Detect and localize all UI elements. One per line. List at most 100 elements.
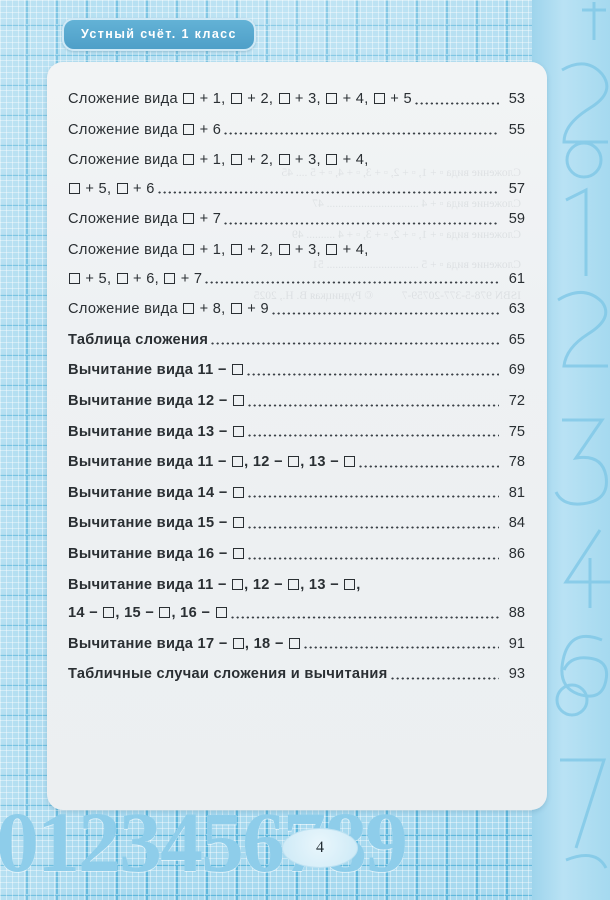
toc-dot-leader	[223, 216, 499, 230]
placeholder-box	[373, 93, 385, 104]
placeholder-box	[230, 243, 242, 255]
placeholder-box	[326, 154, 338, 166]
toc-entry[interactable]: Таблица сложения 65	[68, 325, 525, 356]
placeholder-box	[232, 394, 244, 406]
toc-page-number: 81	[508, 484, 525, 501]
placeholder-box	[232, 637, 244, 649]
toc-page-number: 72	[508, 392, 525, 409]
table-of-contents: Сложение вида + 1, + 2, + 3, + 4, + 5 53 С…	[47, 62, 547, 690]
toc-entry-label: Вычитание вида 14 −	[68, 478, 245, 509]
toc-dot-leader	[246, 551, 499, 565]
toc-entry[interactable]: Сложение вида + 6 55	[68, 115, 525, 146]
toc-entry[interactable]: Вычитание вида 12 − 72	[68, 386, 525, 417]
toc-dot-leader	[413, 96, 499, 110]
toc-entry-label: Вычитание вида 16 −	[68, 539, 245, 570]
placeholder-box	[230, 93, 242, 104]
toc-entry[interactable]: Вычитание вида 11 − 69	[68, 355, 525, 386]
toc-entry-label: + 5, + 6	[68, 174, 155, 205]
toc-entry[interactable]: Вычитание вида 16 − 86	[68, 539, 525, 570]
toc-dot-leader	[223, 127, 499, 141]
placeholder-box	[116, 272, 128, 284]
placeholder-box	[230, 154, 242, 166]
placeholder-box	[232, 486, 244, 498]
toc-page-number: 93	[508, 666, 525, 683]
toc-entry[interactable]: Табличные случаи сложения и вычитания 93	[68, 659, 525, 690]
toc-entry-label: Вычитание вида 11 −	[68, 355, 244, 386]
page-number: 4	[282, 828, 358, 868]
placeholder-box	[278, 154, 290, 166]
placeholder-box	[183, 154, 195, 166]
placeholder-box	[288, 456, 300, 468]
toc-entry-label: Сложение вида + 1, + 2, + 3, + 4,	[68, 152, 369, 169]
toc-dot-leader	[389, 671, 499, 685]
placeholder-box	[288, 578, 300, 590]
placeholder-box	[164, 272, 176, 284]
toc-entry[interactable]: 14 − , 15 − , 16 − 88	[68, 598, 525, 629]
toc-page-number: 65	[508, 331, 525, 348]
toc-entry-label: Табличные случаи сложения и вычитания	[68, 666, 388, 683]
placeholder-box	[232, 425, 244, 437]
toc-entry[interactable]: Вычитание вида 15 − 84	[68, 508, 525, 539]
toc-entry[interactable]: Вычитание вида 14 − 81	[68, 478, 525, 509]
toc-dot-leader	[210, 337, 499, 351]
toc-entry-label: Сложение вида + 1, + 2, + 3, + 4,	[68, 241, 369, 258]
toc-page-number: 59	[508, 211, 525, 228]
toc-entry[interactable]: Сложение вида + 1, + 2, + 3, + 4, + 5 53	[68, 84, 525, 115]
toc-page-number: 63	[508, 301, 525, 318]
toc-dot-leader	[358, 459, 499, 473]
toc-entry-label: Сложение вида + 8, + 9	[68, 301, 269, 318]
toc-page-number: 86	[508, 545, 525, 562]
placeholder-box	[344, 456, 356, 468]
placeholder-box	[232, 578, 244, 590]
toc-dot-leader	[246, 490, 499, 504]
toc-entry-label: Вычитание вида 17 − , 18 −	[68, 629, 301, 660]
placeholder-box	[232, 364, 244, 376]
toc-entry[interactable]: Вычитание вида 17 − , 18 − 91	[68, 629, 525, 660]
book-title-tab: Устный счёт. 1 класс	[62, 18, 256, 51]
toc-dot-leader	[246, 367, 499, 381]
placeholder-box	[326, 243, 338, 255]
placeholder-box	[183, 93, 195, 104]
placeholder-box	[103, 607, 115, 619]
placeholder-box	[183, 213, 195, 225]
toc-entry[interactable]: + 5, + 6 57	[68, 174, 525, 205]
toc-entry[interactable]: Сложение вида + 7 59	[68, 204, 525, 235]
toc-entry-label: Вычитание вида 15 −	[68, 508, 245, 539]
toc-entry-label: Вычитание вида 12 −	[68, 386, 245, 417]
placeholder-box	[344, 578, 356, 590]
toc-page-number: 69	[508, 362, 525, 379]
placeholder-box	[183, 123, 195, 135]
toc-dot-leader	[246, 520, 499, 534]
placeholder-box	[69, 272, 80, 284]
toc-page-number: 78	[508, 454, 525, 471]
placeholder-box	[183, 243, 195, 255]
placeholder-box	[232, 456, 244, 468]
toc-entry[interactable]: Вычитание вида 11 − , 12 − , 13 − 78	[68, 447, 525, 478]
toc-entry-label: Сложение вида + 1, + 2, + 3, + 4, + 5	[68, 91, 412, 107]
toc-entry-label: Таблица сложения	[68, 331, 209, 348]
contents-card: Сложение вида ▫ + 1, ▫ + 2, ▫ + 3, ▫ + 4…	[47, 62, 547, 810]
toc-dot-leader	[229, 610, 499, 624]
placeholder-box	[183, 303, 195, 315]
toc-page-number: 55	[508, 121, 525, 138]
placeholder-box	[278, 243, 290, 255]
toc-entry[interactable]: Сложение вида + 1, + 2, + 3, + 4,	[68, 235, 525, 266]
toc-page-number: 84	[508, 515, 525, 532]
toc-page-number: 75	[508, 423, 525, 440]
placeholder-box	[289, 637, 300, 649]
toc-page-number: 57	[508, 180, 525, 197]
toc-entry[interactable]: Вычитание вида 13 − 75	[68, 417, 525, 448]
placeholder-box	[116, 182, 128, 194]
toc-entry[interactable]: Сложение вида + 1, + 2, + 3, + 4,	[68, 145, 525, 176]
toc-entry[interactable]: + 5, + 6, + 7 61	[68, 264, 525, 295]
toc-page-number: 88	[508, 605, 525, 622]
placeholder-box	[159, 607, 171, 619]
decorative-numerals-icon	[554, 2, 610, 869]
placeholder-box	[215, 607, 227, 619]
toc-dot-leader	[270, 306, 499, 320]
toc-dot-leader	[303, 641, 499, 655]
toc-entry[interactable]: Вычитание вида 11 − , 12 − , 13 − ,	[68, 570, 525, 601]
toc-entry-label: Вычитание вида 11 − , 12 − , 13 − ,	[68, 576, 361, 593]
toc-entry[interactable]: Сложение вида + 8, + 9 63	[68, 294, 525, 325]
toc-dot-leader	[156, 186, 499, 200]
